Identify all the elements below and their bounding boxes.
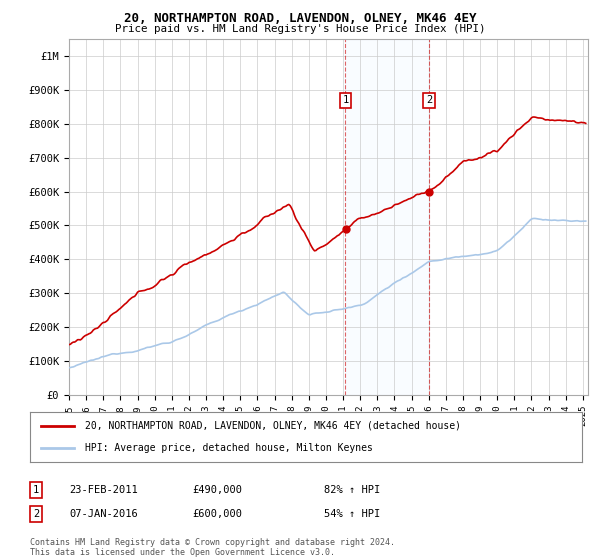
Text: Price paid vs. HM Land Registry's House Price Index (HPI): Price paid vs. HM Land Registry's House … bbox=[115, 24, 485, 34]
Text: 07-JAN-2016: 07-JAN-2016 bbox=[69, 509, 138, 519]
Text: 1: 1 bbox=[33, 485, 39, 495]
Text: 20, NORTHAMPTON ROAD, LAVENDON, OLNEY, MK46 4EY: 20, NORTHAMPTON ROAD, LAVENDON, OLNEY, M… bbox=[124, 12, 476, 25]
Bar bbox=[346, 39, 429, 395]
Text: 20, NORTHAMPTON ROAD, LAVENDON, OLNEY, MK46 4EY (detached house): 20, NORTHAMPTON ROAD, LAVENDON, OLNEY, M… bbox=[85, 421, 461, 431]
Text: £600,000: £600,000 bbox=[192, 509, 242, 519]
Text: 54% ↑ HPI: 54% ↑ HPI bbox=[324, 509, 380, 519]
Text: HPI: Average price, detached house, Milton Keynes: HPI: Average price, detached house, Milt… bbox=[85, 443, 373, 453]
Text: 1: 1 bbox=[343, 95, 349, 105]
Text: 23-FEB-2011: 23-FEB-2011 bbox=[69, 485, 138, 495]
Text: 2: 2 bbox=[33, 509, 39, 519]
Text: £490,000: £490,000 bbox=[192, 485, 242, 495]
Text: 2: 2 bbox=[426, 95, 432, 105]
Text: Contains HM Land Registry data © Crown copyright and database right 2024.
This d: Contains HM Land Registry data © Crown c… bbox=[30, 538, 395, 557]
Text: 82% ↑ HPI: 82% ↑ HPI bbox=[324, 485, 380, 495]
